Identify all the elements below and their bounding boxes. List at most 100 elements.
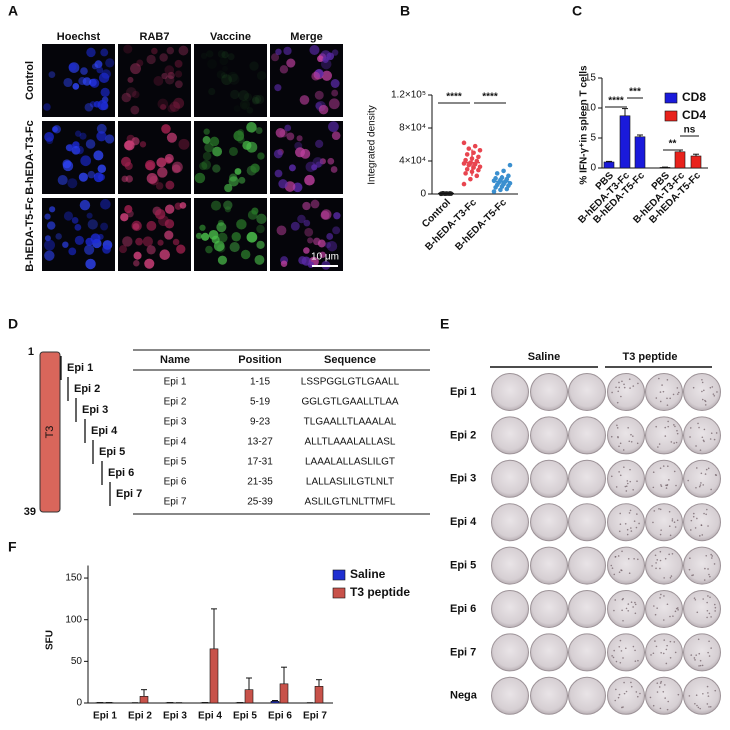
group-header: T3 peptide	[622, 351, 677, 363]
spot	[713, 394, 716, 397]
epitope-label: Epi 6	[108, 467, 134, 479]
cell	[200, 52, 208, 60]
cell	[169, 101, 181, 112]
data-point	[476, 154, 481, 160]
spot	[630, 433, 632, 436]
cell	[286, 132, 295, 141]
table-cell: Epi 1	[164, 377, 187, 388]
significance-label: ****	[446, 92, 462, 103]
spot	[690, 519, 693, 522]
x-tick-label: Epi 3	[163, 711, 187, 722]
spot	[666, 603, 669, 606]
peptide-start: 1	[28, 346, 34, 358]
spot	[652, 521, 654, 524]
spot	[625, 690, 628, 693]
well	[491, 546, 529, 585]
cell	[311, 164, 318, 171]
cell	[194, 172, 206, 184]
spot	[666, 708, 669, 711]
cell	[307, 237, 314, 244]
cell	[255, 127, 263, 135]
spot	[623, 386, 626, 389]
cell	[127, 76, 134, 83]
spot	[637, 659, 639, 662]
spot	[630, 530, 633, 532]
spot	[662, 390, 665, 393]
bar	[139, 696, 149, 704]
spot	[695, 486, 697, 489]
y-tick-label: 10	[585, 103, 597, 114]
cell	[228, 73, 240, 85]
epitope-label: Epi 5	[99, 446, 125, 458]
spot	[659, 533, 662, 536]
cell	[303, 219, 311, 227]
spot	[669, 397, 671, 400]
spot	[620, 650, 623, 652]
spot	[711, 555, 714, 557]
cell	[324, 242, 332, 249]
cell	[250, 163, 260, 173]
spot	[677, 609, 679, 611]
cell	[166, 132, 177, 143]
cell	[236, 219, 247, 230]
spot	[634, 612, 637, 615]
cell	[57, 174, 68, 186]
table-cell: ASLILGTLNLTTMFL	[305, 497, 396, 508]
spot	[617, 390, 620, 393]
spot	[616, 427, 619, 429]
spot	[620, 569, 622, 571]
spot	[660, 651, 662, 654]
cell	[74, 130, 82, 137]
spot	[629, 387, 631, 389]
cell	[174, 70, 183, 78]
spot	[662, 652, 665, 655]
spot	[632, 385, 635, 387]
spot	[670, 441, 673, 443]
well	[530, 546, 568, 585]
table-cell: 17-31	[247, 457, 273, 468]
cell	[67, 178, 78, 189]
cell	[256, 224, 265, 234]
panel-label: C	[572, 3, 582, 19]
cell	[121, 156, 131, 167]
well	[491, 373, 529, 411]
x-tick-label: Epi 1	[93, 711, 117, 722]
cell	[131, 220, 142, 232]
spot	[674, 425, 676, 428]
row-label: Epi 2	[450, 429, 476, 441]
spot	[664, 426, 667, 429]
spot	[707, 692, 709, 694]
spot	[659, 682, 662, 684]
spot	[701, 664, 704, 667]
cell	[199, 224, 206, 231]
cell	[212, 146, 223, 157]
spot	[610, 475, 613, 478]
spot	[615, 386, 617, 389]
spot	[662, 465, 665, 467]
data-point	[461, 181, 467, 187]
cell	[301, 256, 311, 266]
y-tick-label: 0	[420, 189, 426, 200]
cell	[87, 219, 98, 230]
spot	[651, 565, 653, 567]
cell	[100, 222, 109, 231]
cell	[295, 147, 306, 158]
spot	[628, 440, 631, 443]
spot	[700, 524, 703, 526]
spot	[619, 661, 622, 664]
row-label: B-hEDA-T3-Fc	[24, 120, 36, 195]
spot	[688, 695, 691, 697]
spot	[654, 613, 657, 616]
spot	[695, 694, 698, 697]
spot	[672, 393, 675, 396]
spot	[671, 553, 674, 555]
well	[568, 676, 606, 715]
spot	[714, 689, 717, 692]
cell	[212, 164, 221, 173]
table-cell: 9-23	[250, 417, 270, 428]
spot	[625, 607, 628, 610]
spot	[714, 610, 716, 612]
cell	[146, 220, 157, 231]
spot	[712, 393, 715, 395]
spot	[707, 467, 710, 470]
